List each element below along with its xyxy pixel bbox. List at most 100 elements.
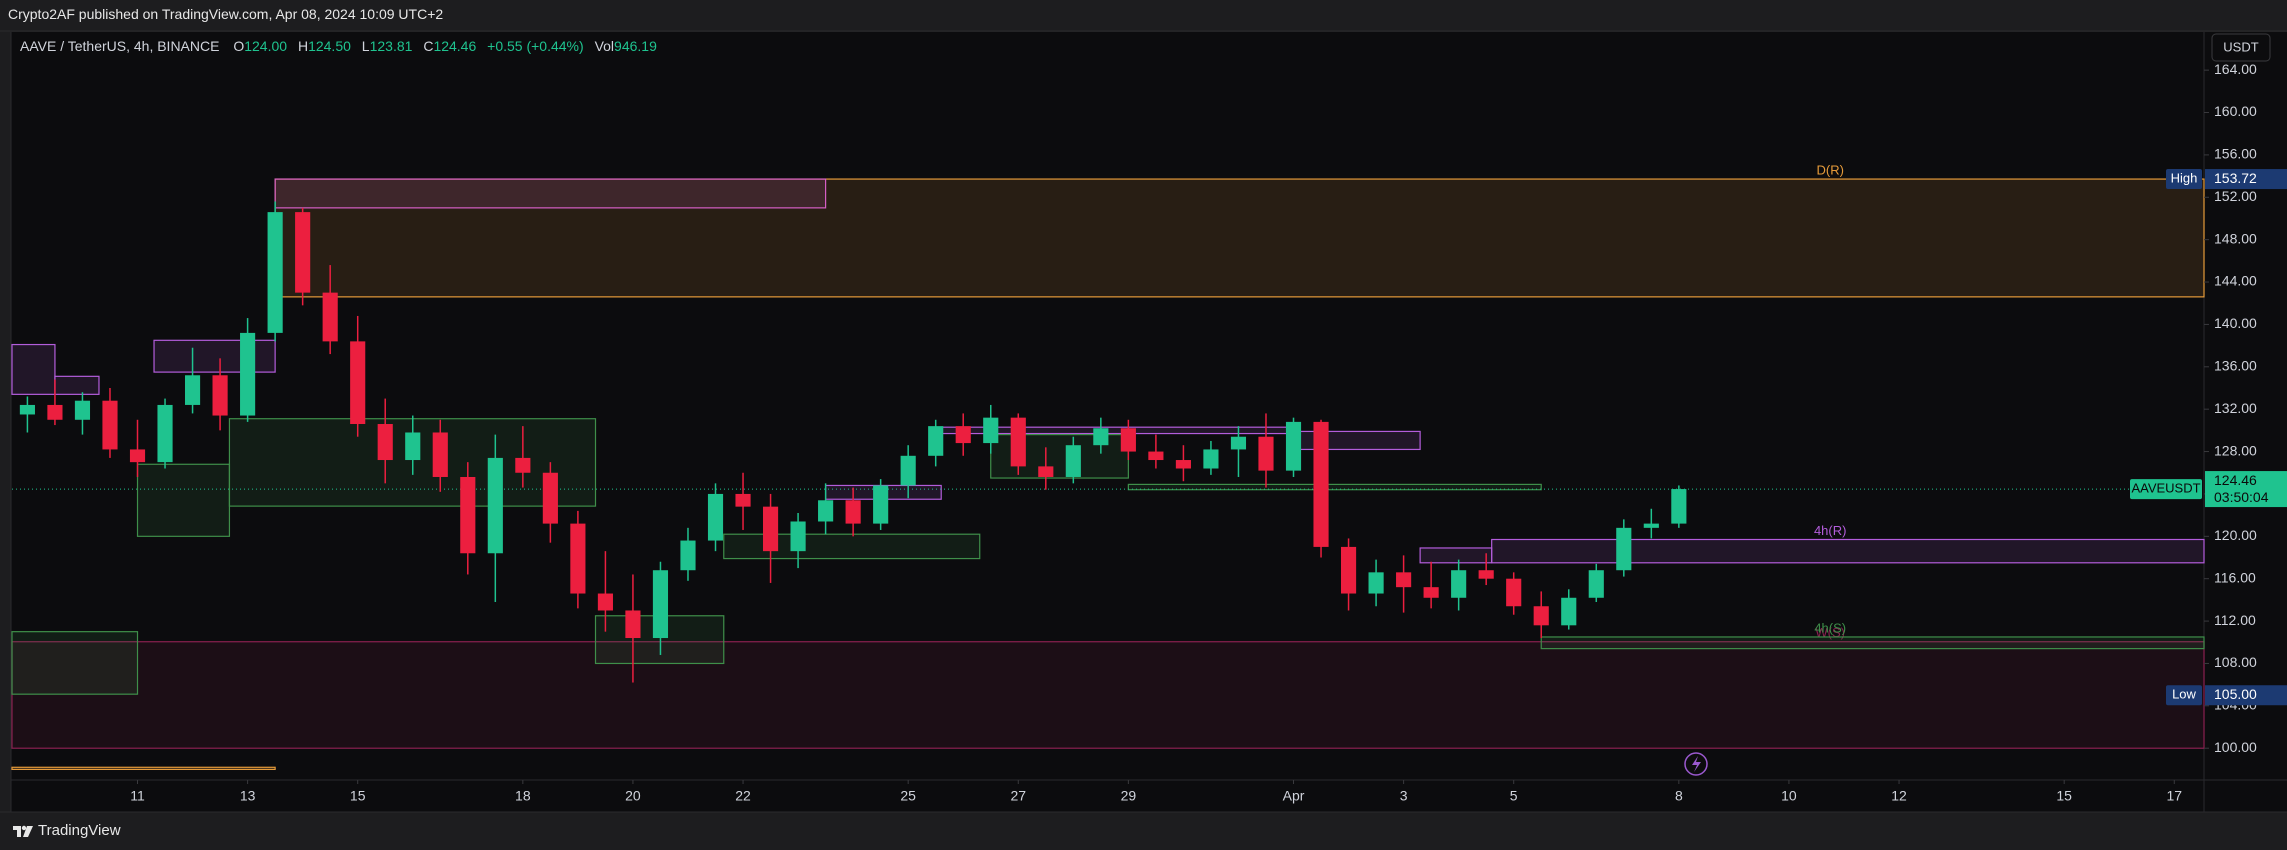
open-value: 124.00 xyxy=(244,38,288,54)
y-tick-label: 132.00 xyxy=(2214,400,2257,416)
x-tick-label: 11 xyxy=(130,788,145,804)
candle-body xyxy=(1616,527,1632,571)
candle-body xyxy=(350,341,366,425)
last-price-symbol: AAVEUSDT xyxy=(2131,481,2200,496)
high-value: 124.50 xyxy=(308,38,351,54)
x-tick-label: 5 xyxy=(1510,788,1518,804)
zone xyxy=(1491,538,2205,564)
candle-body xyxy=(1230,436,1247,450)
candle-body xyxy=(1175,460,1191,469)
volume-label: Vol xyxy=(594,38,615,54)
candle-body xyxy=(1258,436,1274,471)
candle-body xyxy=(1313,421,1329,547)
x-tick-label: 27 xyxy=(1010,788,1026,804)
candle-body xyxy=(1120,428,1136,452)
close-value: 124.46 xyxy=(433,38,477,54)
events-icon[interactable] xyxy=(1684,752,1708,776)
y-tick-label: 148.00 xyxy=(2214,230,2257,246)
zone xyxy=(136,463,231,537)
candle-body xyxy=(74,400,91,420)
candle-body xyxy=(1010,417,1026,467)
candle-body xyxy=(652,570,669,639)
candle-body xyxy=(1643,523,1659,528)
candle-body xyxy=(432,432,448,477)
y-tick-label: 156.00 xyxy=(2214,146,2257,162)
y-tick-label: 152.00 xyxy=(2214,188,2257,204)
marker-label: High xyxy=(2171,170,2198,185)
symbol: AAVE / TetherUS, 4h, BINANCE xyxy=(20,38,220,54)
events-icon-bolt xyxy=(1692,756,1701,772)
candle-body xyxy=(157,404,173,463)
y-tick-label: 112.00 xyxy=(2214,612,2256,628)
candle-body xyxy=(1671,489,1687,524)
change-value: +0.55 (+0.44%) xyxy=(487,38,584,54)
candle-body xyxy=(873,485,889,524)
marker-label: Low xyxy=(2172,687,2196,702)
currency-button[interactable] xyxy=(2211,33,2271,62)
zone xyxy=(1292,430,1421,451)
candle-body xyxy=(790,521,806,552)
high-label: H xyxy=(297,38,309,54)
zone xyxy=(11,766,276,771)
open-label: O xyxy=(233,38,245,54)
candle-body xyxy=(707,493,724,541)
candle-body xyxy=(267,212,283,333)
candle-body xyxy=(1368,572,1384,594)
y-tick-label: 160.00 xyxy=(2214,103,2257,119)
candle-body xyxy=(1340,546,1357,594)
marker-price: 105.00 xyxy=(2214,686,2257,702)
x-tick-label: 18 xyxy=(515,788,531,804)
zone xyxy=(723,533,981,560)
marker-price-tag xyxy=(2205,169,2287,190)
candle-body xyxy=(762,506,779,552)
candle-body xyxy=(1478,570,1494,579)
candle-body xyxy=(322,292,338,342)
candle-body xyxy=(818,500,834,522)
ohlc-legend: AAVE / TetherUS, 4h, BINANCE O124.00 H12… xyxy=(20,38,664,54)
x-tick-label: 17 xyxy=(2166,788,2182,804)
y-tick-label: 108.00 xyxy=(2214,654,2257,670)
zone xyxy=(274,178,827,209)
zone xyxy=(274,178,2205,298)
y-tick-label: 116.00 xyxy=(2214,569,2256,585)
candle-body xyxy=(240,332,256,416)
candle-body xyxy=(1093,428,1109,446)
x-tick-label: 12 xyxy=(1891,788,1907,804)
x-tick-label: 29 xyxy=(1121,788,1137,804)
plot-area: W(S)D(R)4h(R)4h(S) xyxy=(11,162,2205,771)
candle-body xyxy=(735,493,751,507)
marker-tag xyxy=(2166,169,2202,190)
x-tick-label: 20 xyxy=(625,788,641,804)
low-value: 123.81 xyxy=(369,38,413,54)
currency-button-label[interactable]: USDT xyxy=(2223,39,2258,54)
y-tick-label: 128.00 xyxy=(2214,442,2257,458)
zone xyxy=(11,631,139,695)
marker-price: 153.72 xyxy=(2214,170,2257,186)
zone-label: D(R) xyxy=(1817,162,1844,177)
candle-body xyxy=(570,523,586,594)
zone xyxy=(11,641,2205,749)
zone-label: 4h(S) xyxy=(1814,620,1846,635)
zone xyxy=(1127,483,1542,491)
candle-body xyxy=(102,400,118,450)
volume-value: 946.19 xyxy=(614,38,657,54)
brand-name: TradingView xyxy=(38,822,121,839)
close-label: C xyxy=(423,38,434,54)
x-tick-label: Apr xyxy=(1283,788,1305,804)
candle-body xyxy=(625,610,641,639)
candle-body xyxy=(1285,421,1302,471)
zone xyxy=(1540,636,2205,650)
candle-body xyxy=(129,449,146,463)
candle-body xyxy=(1423,587,1439,598)
candle-body xyxy=(900,455,916,486)
candle-body xyxy=(1203,449,1219,469)
plot-background xyxy=(11,32,2204,812)
candle-body xyxy=(405,432,421,461)
candle-body xyxy=(1561,597,1577,626)
y-tick-label: 140.00 xyxy=(2214,315,2257,331)
last-price-value: 124.46 xyxy=(2214,472,2257,488)
candle-body xyxy=(19,404,35,415)
x-tick-label: 22 xyxy=(735,788,751,804)
last-price-symbol-tag xyxy=(2130,479,2202,500)
